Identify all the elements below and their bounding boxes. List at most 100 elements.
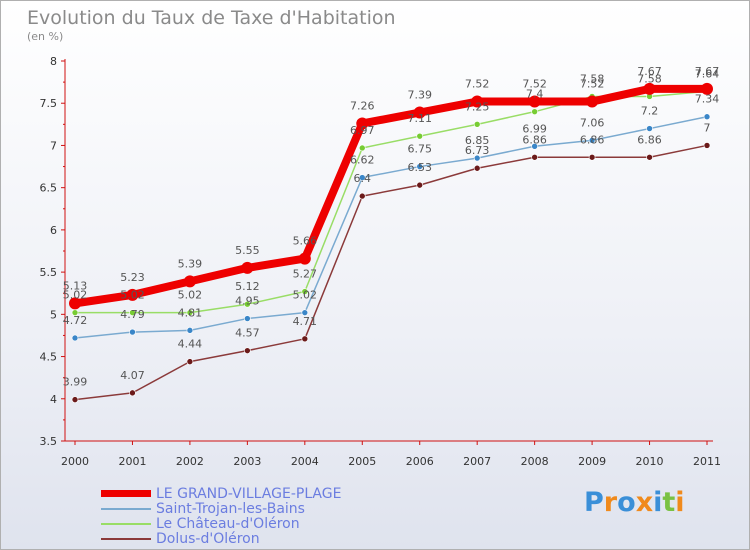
data-point <box>244 347 251 354</box>
data-label: 5.02 <box>63 289 88 302</box>
legend-item: Dolus-d'Oléron <box>101 530 341 547</box>
data-label: 7.34 <box>695 93 720 106</box>
brand-letter: o <box>617 487 636 518</box>
data-label: 6.97 <box>350 124 375 137</box>
brand-letter: i <box>675 487 685 518</box>
data-label: 7.67 <box>637 65 662 78</box>
data-label: 7.58 <box>580 72 605 85</box>
data-label: 4.72 <box>63 314 88 327</box>
data-point <box>69 297 81 310</box>
y-tick-label: 3.5 <box>40 435 58 448</box>
data-point <box>71 396 79 403</box>
data-label: 4.71 <box>293 315 318 328</box>
data-label: 7.2 <box>641 105 659 118</box>
data-point <box>416 181 424 189</box>
series-line <box>71 84 711 308</box>
data-point <box>298 252 311 265</box>
data-point <box>703 142 711 149</box>
y-tick-label: 6.5 <box>40 182 58 195</box>
x-tick-label: 2004 <box>291 455 319 468</box>
data-point <box>588 137 596 144</box>
data-point <box>473 121 481 128</box>
data-point <box>531 153 538 161</box>
data-point <box>186 327 194 334</box>
data-point <box>646 153 653 161</box>
data-label: 6.86 <box>522 133 547 146</box>
x-tick-label: 2005 <box>348 455 376 468</box>
data-point <box>129 328 136 336</box>
data-point <box>129 389 136 397</box>
data-point <box>71 334 79 342</box>
data-point <box>416 132 424 140</box>
data-label: 7.52 <box>580 78 605 91</box>
data-point <box>356 117 369 130</box>
data-label: 4.81 <box>178 306 203 319</box>
data-point <box>358 174 366 181</box>
data-label: 7.64 <box>695 67 720 80</box>
data-label: 7 <box>704 121 711 134</box>
data-point <box>183 275 196 288</box>
data-label: 5.66 <box>293 235 318 248</box>
series-2 <box>71 88 711 316</box>
brand-letter: r <box>603 487 618 518</box>
y-tick-label: 4.5 <box>40 351 58 364</box>
legend-label: Dolus-d'Oléron <box>156 530 260 547</box>
data-label: 6.86 <box>637 133 662 146</box>
data-point <box>186 309 194 316</box>
data-label: 7.52 <box>522 78 547 91</box>
data-point <box>358 144 366 152</box>
data-point <box>413 106 426 119</box>
data-point <box>241 261 254 274</box>
data-label: 6.62 <box>350 154 375 167</box>
data-point <box>244 300 251 308</box>
data-point <box>358 192 366 200</box>
data-label: 6.99 <box>522 122 547 135</box>
data-label: 7.52 <box>465 78 490 91</box>
data-point <box>186 358 194 365</box>
brand-letter: P <box>584 487 604 518</box>
data-label: 4.79 <box>120 308 145 321</box>
legend-item: LE GRAND-VILLAGE-PLAGE <box>101 485 342 502</box>
legend-item: Le Château-d'Oléron <box>101 515 341 532</box>
data-label: 7.11 <box>407 112 432 125</box>
legend-label: LE GRAND-VILLAGE-PLAGE <box>156 485 342 502</box>
data-label: 4.95 <box>235 295 260 308</box>
data-label: 5.27 <box>293 268 318 281</box>
data-point <box>643 82 656 95</box>
series-line <box>74 90 708 314</box>
legend-item: Saint-Trojan-les-Bains <box>101 500 341 517</box>
data-label: 5.02 <box>120 289 145 302</box>
legend-label: Saint-Trojan-les-Bains <box>156 500 305 517</box>
data-label: 5.02 <box>293 289 318 302</box>
y-tick-label: 7 <box>50 139 57 152</box>
series-line <box>74 115 708 339</box>
data-label: 5.23 <box>120 271 145 284</box>
data-label: 5.02 <box>178 289 203 302</box>
data-point <box>301 309 309 316</box>
data-label: 6.85 <box>465 134 490 147</box>
data-label: 5.13 <box>63 279 88 292</box>
data-point <box>416 163 424 170</box>
data-label: 5.39 <box>178 257 203 270</box>
data-label: 3.99 <box>63 376 88 389</box>
data-point <box>473 164 481 172</box>
data-point <box>301 335 309 343</box>
data-point <box>129 309 136 316</box>
y-tick-label: 6 <box>50 224 57 237</box>
brand-letter: x <box>635 487 654 518</box>
data-point <box>471 95 484 108</box>
y-tick-label: 5.5 <box>40 266 58 279</box>
data-label: 4.44 <box>178 338 203 351</box>
data-label: 6.73 <box>465 144 490 157</box>
series-1 <box>71 113 711 342</box>
data-point <box>703 113 711 121</box>
data-point <box>473 154 481 162</box>
legend-label: Le Château-d'Oléron <box>156 515 300 532</box>
brand-letter: t <box>662 487 676 518</box>
data-point <box>701 82 713 95</box>
series-line <box>74 144 708 401</box>
data-label: 7.67 <box>695 65 720 78</box>
data-label: 7.39 <box>407 89 432 102</box>
y-tick-label: 4 <box>50 393 57 406</box>
